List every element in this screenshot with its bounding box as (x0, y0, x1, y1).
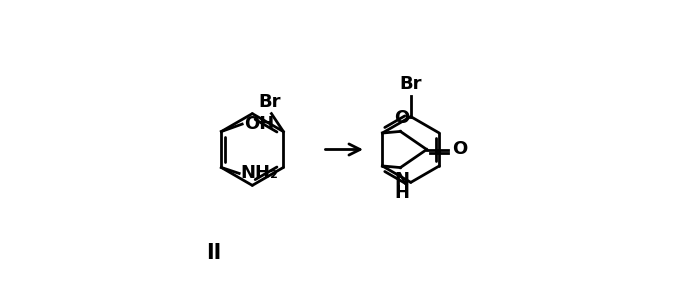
Text: NH₂: NH₂ (240, 164, 279, 182)
Text: OH: OH (244, 115, 274, 133)
Text: Br: Br (258, 93, 281, 111)
Text: O: O (452, 141, 467, 158)
Text: Br: Br (400, 75, 422, 93)
Text: II: II (206, 243, 221, 263)
Text: O: O (394, 109, 410, 127)
Text: N: N (394, 170, 410, 189)
Text: H: H (394, 184, 410, 202)
